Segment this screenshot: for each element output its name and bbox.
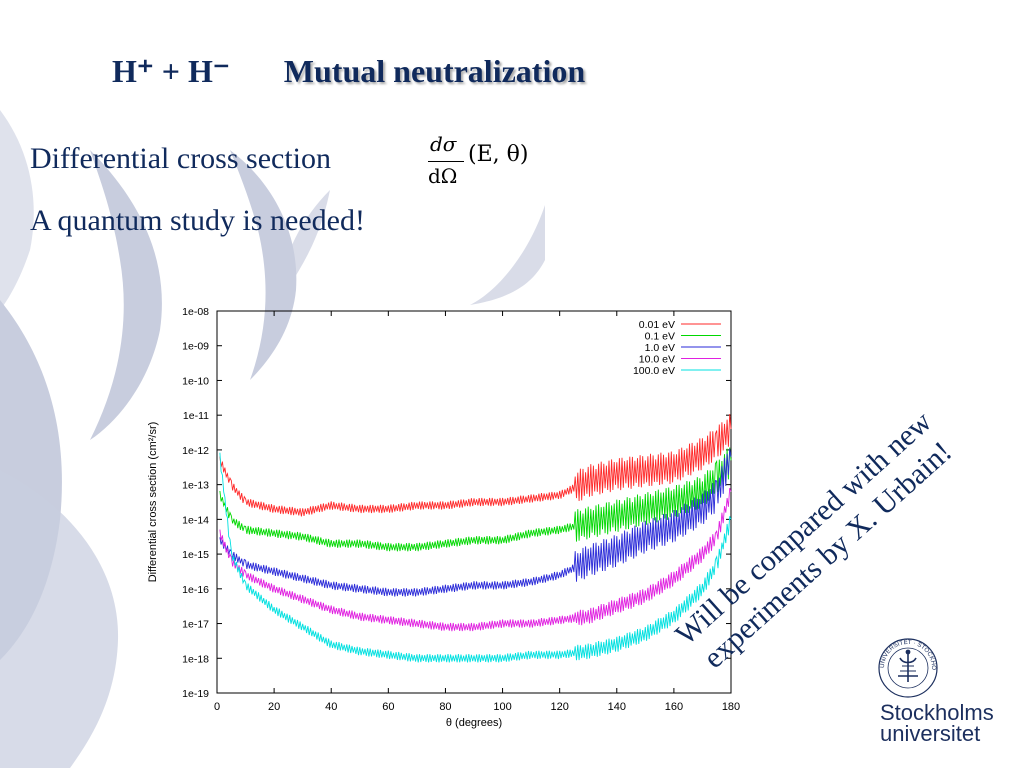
title-text: Mutual neutralization — [283, 53, 586, 89]
cross-section-chart: 0 20 40 60 80 100 120 140 160 180 1e-19 1e-18 1e-17 1… — [147, 306, 740, 729]
x-tick-label: 140 — [608, 701, 626, 713]
fraction-bar — [428, 161, 464, 162]
y-axis-label: Differential cross section (cm²/sr) — [147, 422, 159, 583]
university-seal-icon: UNIVERSITET · STOCKHOLMS — [876, 636, 938, 698]
y-tick-label: 1e-13 — [182, 480, 209, 492]
slide-title: H⁺ + H⁻ Mutual neutralization — [112, 52, 585, 90]
legend-label: 0.01 eV — [639, 319, 675, 331]
x-tick-label: 40 — [325, 701, 337, 713]
legend-label: 10.0 eV — [639, 354, 675, 366]
title-formula: H⁺ + H⁻ — [112, 53, 230, 89]
y-tick-label: 1e-16 — [182, 584, 209, 596]
series-line-0-1-ev — [219, 447, 732, 552]
y-tick-label: 1e-17 — [182, 619, 209, 631]
x-tick-label: 80 — [439, 701, 451, 713]
series-line-100-0-ev — [219, 452, 732, 663]
equation: dσ dΩ (E, θ) — [420, 126, 550, 196]
x-tick-label: 160 — [665, 701, 683, 713]
logo-name-line1: Stockholms — [880, 700, 994, 725]
y-tick-label: 1e-15 — [182, 549, 209, 561]
x-tick-label: 120 — [550, 701, 568, 713]
equation-denominator: dΩ — [428, 164, 458, 188]
logo-name-line2: universitet — [880, 721, 981, 746]
y-tick-label: 1e-12 — [182, 445, 209, 457]
plot-frame — [216, 310, 732, 694]
series-line-10-0-ev — [219, 487, 732, 632]
legend-label: 1.0 eV — [645, 342, 675, 354]
x-tick-label: 20 — [268, 701, 280, 713]
x-tick-label: 60 — [382, 701, 394, 713]
university-logo: UNIVERSITET · STOCKHOLMS Stockholms univ… — [872, 636, 1002, 746]
y-tick-label: 1e-14 — [182, 514, 209, 526]
x-axis-label: θ (degrees) — [446, 717, 502, 729]
text-line-differential: Differential cross section — [30, 142, 332, 175]
text-line-quantum: A quantum study is needed! — [30, 204, 365, 237]
legend-label: 100.0 eV — [633, 365, 675, 377]
y-tick-label: 1e-18 — [182, 653, 209, 665]
equation-numerator: dσ — [430, 132, 457, 156]
x-tick-label: 100 — [493, 701, 511, 713]
equation-args: (E, θ) — [468, 142, 529, 167]
y-tick-label: 1e-09 — [182, 341, 209, 353]
y-tick-label: 1e-11 — [183, 410, 209, 422]
series-line-1-0-ev — [219, 449, 732, 597]
y-tick-label: 1e-19 — [182, 688, 209, 700]
y-tick-label: 1e-10 — [182, 375, 209, 387]
legend-label: 0.1 eV — [645, 331, 675, 343]
x-tick-label: 180 — [722, 701, 740, 713]
series-line-0-01-ev — [219, 414, 732, 517]
x-tick-label: 0 — [214, 701, 220, 713]
y-tick-label: 1e-08 — [182, 306, 209, 318]
